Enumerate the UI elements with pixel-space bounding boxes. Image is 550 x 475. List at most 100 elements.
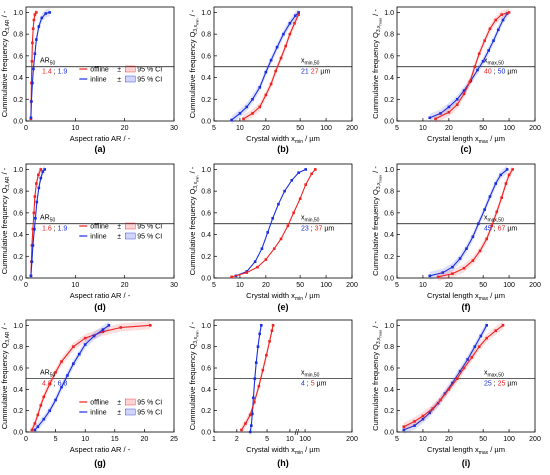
data-point <box>284 44 288 48</box>
legend-ci-label: 95 % CI <box>137 77 162 84</box>
x-axis-label: Aspect ratio AR / - <box>70 291 131 300</box>
data-point <box>462 92 466 96</box>
fit-line <box>437 169 514 278</box>
data-point <box>249 424 253 427</box>
y-tick-label: 1.0 <box>384 323 394 330</box>
x-tick-label: 50 <box>296 282 304 289</box>
series-inline <box>234 168 307 278</box>
y-tick-label: 0.4 <box>201 387 211 394</box>
data-point <box>271 216 274 220</box>
data-point <box>39 176 43 180</box>
data-point <box>261 368 265 372</box>
legend-ci-swatch <box>125 75 136 83</box>
x-tick-label: 100 <box>320 125 332 132</box>
data-point <box>35 11 38 14</box>
data-point <box>500 13 503 16</box>
x-tick-label: 50 <box>479 436 487 443</box>
data-point <box>39 404 43 407</box>
chart-panel-c: 0.0 0.2 0.4 0.6 0.8 1.0 5 10 20 50 100 200 xmax,50 40… <box>371 6 541 154</box>
data-point <box>31 227 35 231</box>
x-tick-label: 20 <box>262 282 270 289</box>
data-point <box>501 18 505 22</box>
legend-ci-swatch <box>125 408 136 416</box>
x-axis-label: Aspect ratio AR / - <box>70 134 131 143</box>
data-point <box>254 361 258 364</box>
y-tick-label: 0.0 <box>201 430 211 437</box>
legend-pm: ± <box>117 67 121 74</box>
x-tick-label: 10 <box>81 436 89 443</box>
series-offline <box>230 168 317 279</box>
legend-label: offline <box>90 67 109 74</box>
legend-entry-inline: inline ±95 % CI <box>79 408 162 417</box>
median-values: 4.8 ; 6.8 <box>42 381 67 388</box>
data-point <box>485 237 489 241</box>
y-axis-label: Cummulative frequency Q3,AR / - <box>0 167 11 274</box>
legend-entry-inline: inline ±95 % CI <box>79 232 162 241</box>
plot-frame <box>213 6 353 122</box>
series-inline <box>29 165 47 280</box>
data-point <box>439 112 442 115</box>
data-point <box>33 227 36 231</box>
data-point <box>483 208 486 211</box>
data-point <box>260 247 264 250</box>
data-point <box>288 32 292 36</box>
data-point <box>473 65 477 69</box>
data-point <box>37 186 41 190</box>
data-point <box>492 39 495 42</box>
y-tick-label: 0.4 <box>13 387 23 394</box>
x-tick-label: 20 <box>445 436 453 443</box>
data-point <box>481 59 485 63</box>
y-tick-label: 1.0 <box>384 167 394 174</box>
data-point <box>32 18 36 22</box>
x-tick-label: 5 <box>395 436 399 443</box>
data-point <box>462 366 466 370</box>
median-label: xmax,50 <box>484 370 504 379</box>
data-point <box>29 274 33 278</box>
series-inline <box>29 8 51 122</box>
y-axis-label: Cummulative frequency Q3,AR / - <box>0 10 11 117</box>
data-point <box>451 265 454 269</box>
y-tick-label: 0.4 <box>384 232 394 239</box>
y-tick-label: 0.8 <box>384 344 394 351</box>
data-point <box>494 329 498 332</box>
y-tick-label: 0.2 <box>384 97 394 104</box>
data-point <box>402 428 406 432</box>
y-tick-label: 0.2 <box>201 408 211 415</box>
legend-pm: ± <box>117 224 121 231</box>
data-point <box>501 324 505 327</box>
x-tick-label: 2 <box>235 436 239 443</box>
x-tick-label: 50 <box>479 282 487 289</box>
data-point <box>35 38 38 41</box>
data-point <box>431 407 435 410</box>
x-axis-label: Crystal width xmin / µm <box>246 445 320 456</box>
data-point <box>252 396 255 400</box>
x-tick-label: 5 <box>395 125 399 132</box>
data-point <box>72 345 75 348</box>
series-inline <box>33 321 111 434</box>
x-tick-label: 10 <box>419 436 427 443</box>
legend-ci-label: 95 % CI <box>137 234 162 241</box>
data-point <box>256 345 260 348</box>
data-point <box>119 326 123 329</box>
median-label: xmin,50 <box>301 58 320 67</box>
data-point <box>244 422 247 425</box>
x-axis-label: Crystal length xmax / µm <box>427 134 505 145</box>
data-point <box>266 231 269 234</box>
data-point <box>257 384 261 388</box>
y-tick-label: 0.8 <box>13 189 23 196</box>
data-point <box>40 16 44 20</box>
data-point <box>265 353 268 357</box>
series-offline <box>240 321 275 434</box>
data-point <box>44 12 48 15</box>
x-tick-label: 10 <box>236 125 244 132</box>
y-tick-label: 1.0 <box>201 323 211 330</box>
y-tick-label: 0.2 <box>384 408 394 415</box>
plot-frame <box>213 163 353 279</box>
y-tick-label: 0.4 <box>201 232 211 239</box>
y-tick-label: 0.0 <box>384 276 394 283</box>
y-tick-label: 1.0 <box>201 10 211 17</box>
y-tick-label: 0.4 <box>201 75 211 82</box>
data-point <box>471 259 475 262</box>
y-axis-label: Cummulative frequency Q3,AR / - <box>0 322 11 429</box>
